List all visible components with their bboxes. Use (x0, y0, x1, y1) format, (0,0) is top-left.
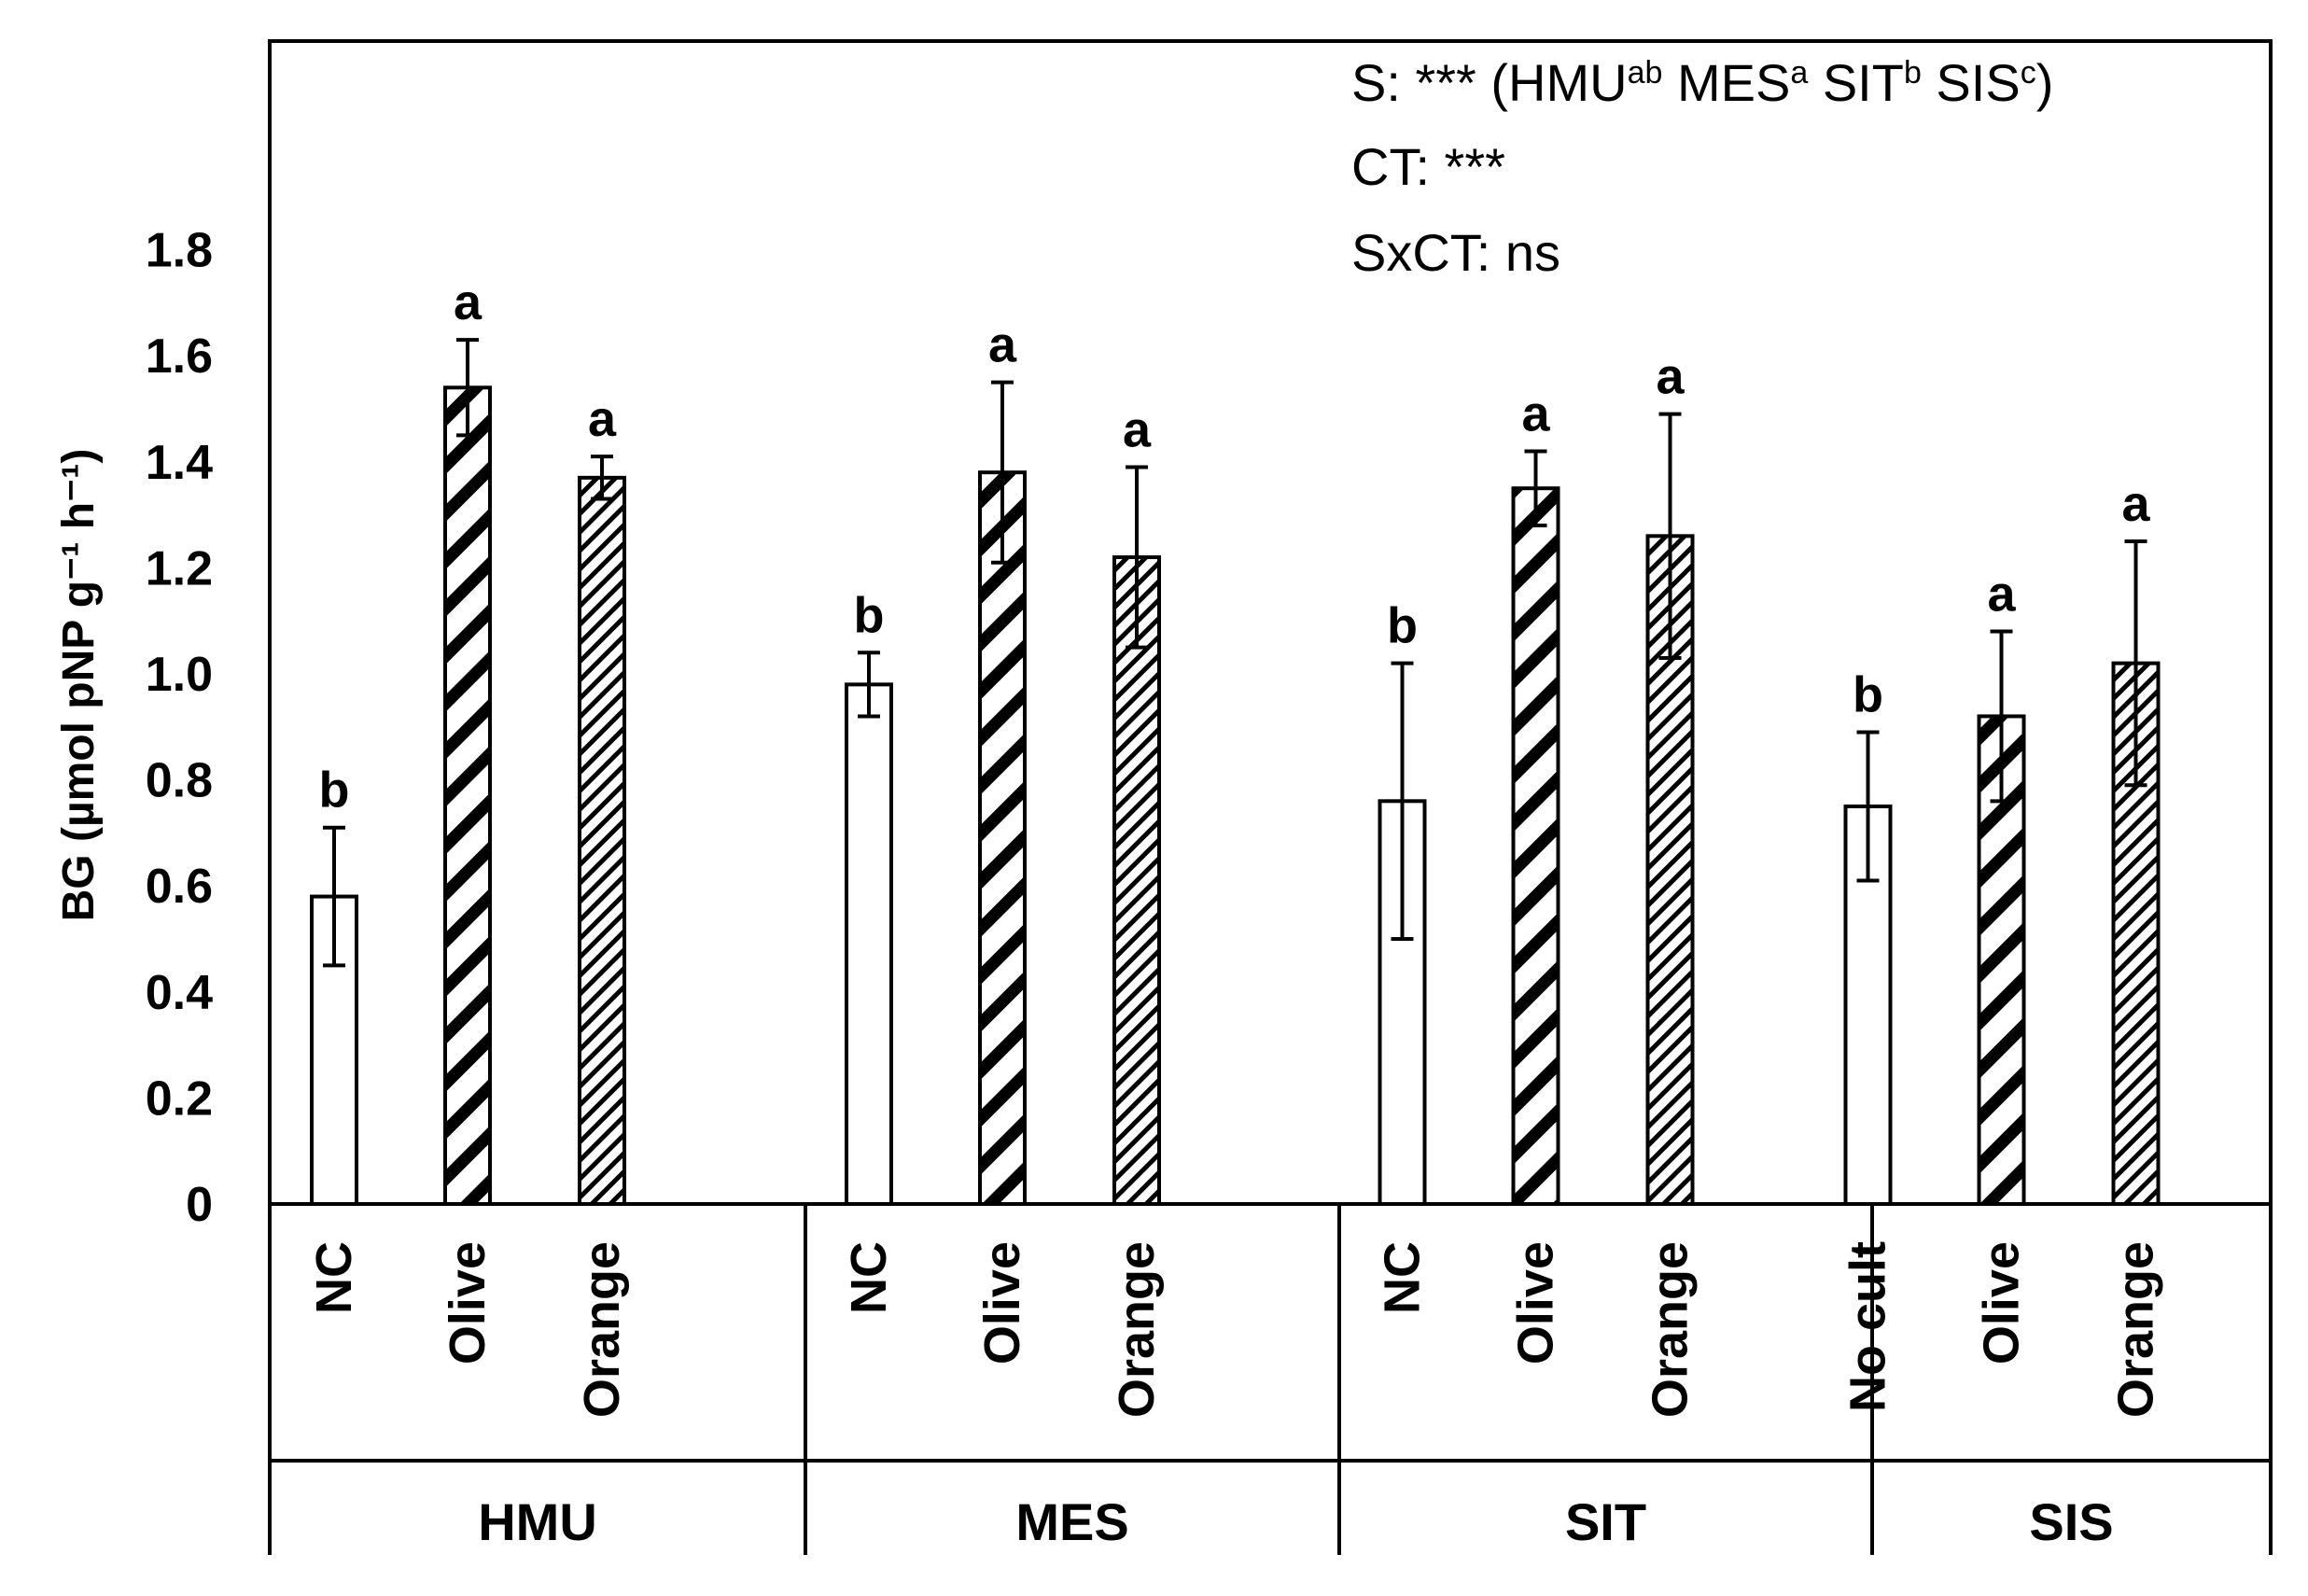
significance-letter: a (1987, 567, 2016, 623)
annotation-ct: CT: *** (1351, 137, 1505, 196)
y-tick-label: 1.6 (146, 329, 213, 384)
error-bar (1658, 412, 1682, 660)
annotation-superscript: a (1790, 55, 1808, 91)
significance-letter: a (2121, 476, 2150, 532)
group-label-hmu: HMU (478, 1492, 597, 1551)
bar-sit-olive (1511, 486, 1560, 1206)
annotation-superscript: c (2021, 55, 2036, 91)
error-bar (991, 380, 1014, 565)
error-bar (1990, 629, 2013, 804)
annotation-text: CT: *** (1351, 137, 1505, 196)
category-label: Orange (2108, 1241, 2164, 1418)
significance-letter: b (1387, 598, 1418, 654)
error-bar (456, 338, 479, 438)
significance-letter: a (1521, 385, 1550, 441)
bar-mes-orange (1112, 555, 1161, 1206)
annotation-superscript: ab (1628, 55, 1663, 91)
annotation-text: SIT (1808, 53, 1904, 112)
category-label: Olive (974, 1241, 1030, 1365)
statistics-annotations: S: *** (HMUab MESa SITb SISc) CT: *** SxCT… (1351, 53, 2053, 282)
significance-letter: a (454, 274, 483, 330)
error-bar (323, 825, 345, 968)
error-bar (1391, 661, 1414, 941)
annotation-text: ) (2036, 53, 2054, 112)
category-label: Olive (1508, 1241, 1564, 1365)
annotation-text: SxCT: ns (1351, 223, 1560, 282)
y-axis-label: BG (µmol pNP g⁻¹ h⁻¹) (54, 449, 104, 922)
y-tick-label: 1.4 (146, 436, 213, 490)
annotation-superscript: b (1904, 55, 1922, 91)
group-label-sit: SIT (1565, 1492, 1646, 1551)
y-tick-label: 1.8 (146, 224, 213, 278)
group-label-mes: MES (1015, 1492, 1128, 1551)
category-label: Orange (1643, 1241, 1699, 1418)
significance-letter: a (1656, 349, 1685, 405)
category-label: Orange (1109, 1241, 1165, 1418)
y-tick-label: 1.2 (146, 541, 213, 595)
annotation-text: SIS (1922, 53, 2021, 112)
annotation-sxct: SxCT: ns (1351, 223, 1560, 282)
y-tick-label: 0.2 (146, 1071, 213, 1126)
significance-letter: a (1123, 401, 1152, 457)
group-label-sis: SIS (2029, 1492, 2113, 1551)
annotation-text: S: *** (HMU (1351, 53, 1628, 112)
error-bar (1856, 730, 1880, 883)
significance-letter: a (988, 317, 1017, 373)
significance-letter: b (1853, 666, 1883, 722)
annotation-s: S: *** (HMUab MESa SITb SISc) (1351, 53, 2053, 112)
y-tick-label: 1.0 (146, 648, 213, 702)
y-axis: 0 0.2 0.4 0.6 0.8 1.0 1.2 1.4 1.6 1.8 (146, 224, 213, 1232)
category-label: Olive (1974, 1241, 2030, 1365)
category-label: NC (306, 1241, 362, 1314)
significance-letter: b (854, 587, 885, 643)
category-label: No cult (1840, 1241, 1896, 1412)
error-bar (1126, 465, 1148, 650)
error-bar (1524, 449, 1547, 527)
significance-letter: b (319, 763, 350, 819)
category-label: Olive (440, 1241, 496, 1365)
y-tick-label: 0.4 (146, 966, 213, 1020)
plot-frame (268, 39, 2273, 1206)
x-axis: HMU NC Olive Orange MES NC Olive Orange SIT NC Oli… (268, 1204, 2273, 1555)
bar-hmu-olive (443, 385, 492, 1206)
bar-hmu-orange (578, 475, 626, 1206)
error-bar (591, 455, 613, 501)
category-label: NC (841, 1241, 897, 1314)
annotation-text: MES (1662, 53, 1790, 112)
y-tick-label: 0.6 (146, 860, 213, 914)
category-label: NC (1375, 1241, 1431, 1314)
error-bar (858, 651, 880, 719)
bar-mes-nc (845, 682, 893, 1206)
bar-mes-olive (978, 470, 1027, 1207)
category-label: Orange (574, 1241, 630, 1418)
significance-letter: a (588, 391, 617, 447)
error-bar (2124, 539, 2147, 788)
y-tick-label: 0.8 (146, 754, 213, 808)
bar-series: b a a b a a b a a b a a (310, 274, 2161, 1207)
y-tick-label: 0 (186, 1178, 213, 1232)
